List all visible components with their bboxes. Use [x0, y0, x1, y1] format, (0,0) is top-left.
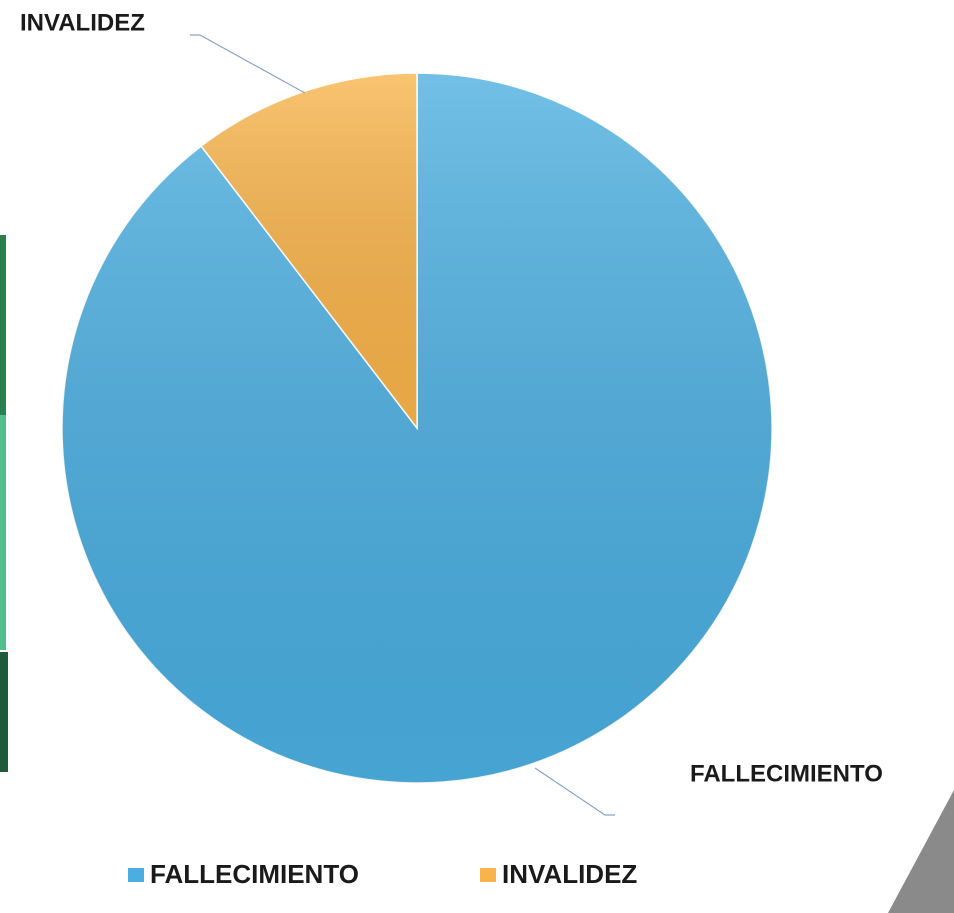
legend-swatch	[128, 868, 144, 882]
leader-line	[190, 34, 306, 94]
decor-panel	[0, 235, 6, 415]
legend: FALLECIMIENTO INVALIDEZ	[128, 859, 637, 889]
decor-panel	[0, 415, 6, 650]
pie	[61, 72, 773, 784]
legend-swatch	[480, 868, 496, 882]
leader-line	[534, 767, 615, 816]
slice-label: INVALIDEZ	[20, 9, 145, 36]
slice-label: FALLECIMIENTO	[690, 760, 883, 787]
decor-panel	[0, 652, 8, 772]
legend-label: FALLECIMIENTO	[150, 859, 359, 889]
legend-label: INVALIDEZ	[502, 859, 637, 889]
decor-triangle	[888, 790, 954, 913]
slice-shine	[201, 72, 417, 428]
